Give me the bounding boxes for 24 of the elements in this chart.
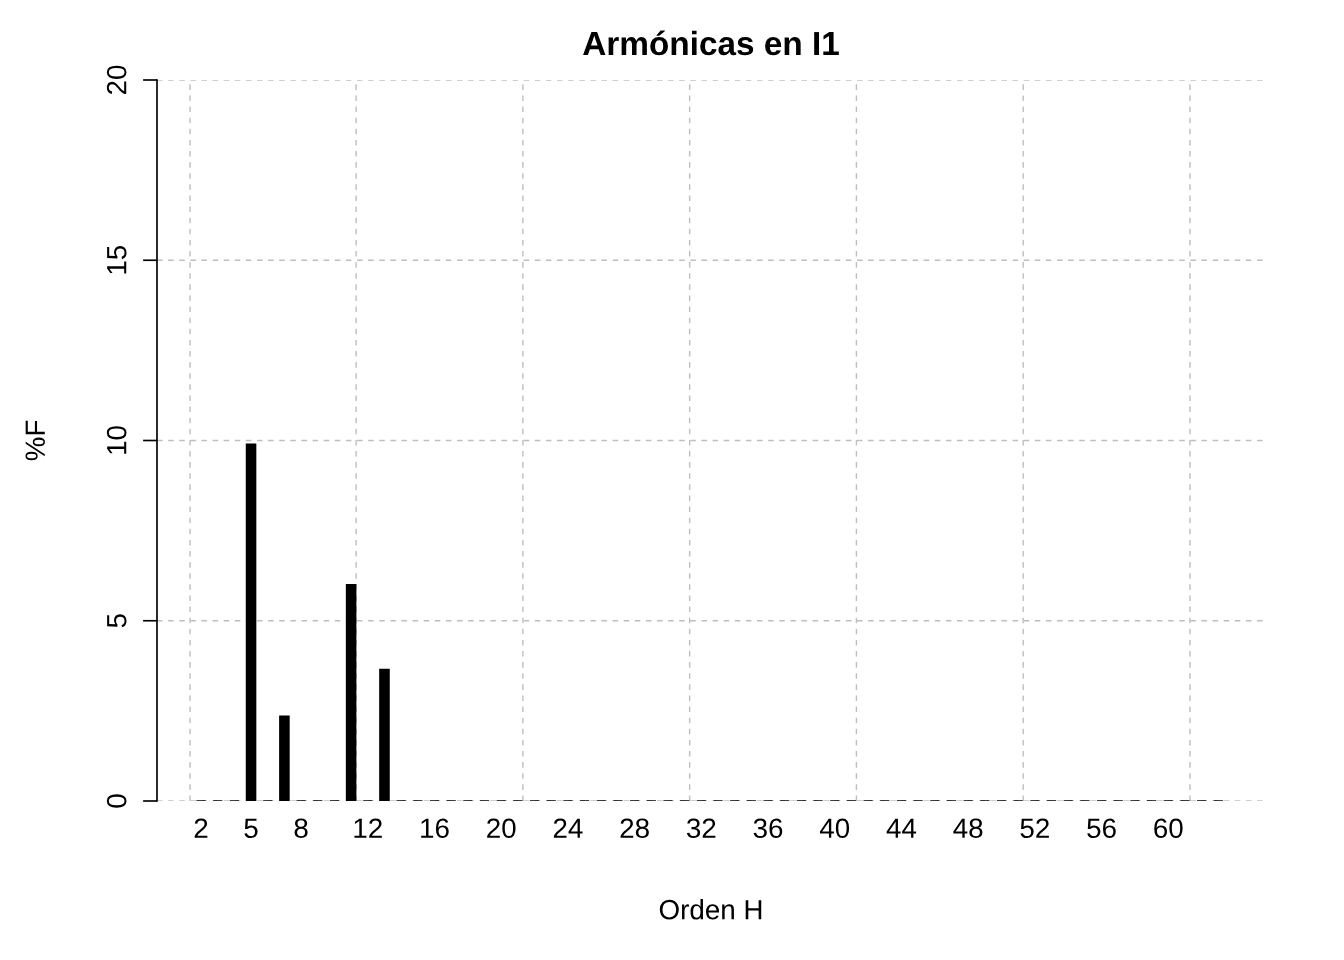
- x-tick-label: 2: [194, 818, 208, 838]
- y-tick-label: 5: [107, 614, 127, 628]
- y-tick-label: 0: [106, 794, 127, 808]
- x-tick-label: 40: [819, 818, 850, 839]
- x-tick-label: 32: [686, 818, 716, 839]
- y-tick-label: 15: [107, 245, 127, 274]
- x-tick-label: 24: [553, 818, 583, 838]
- x-tick-label: 5: [244, 818, 258, 839]
- x-tick-label: 48: [953, 818, 983, 839]
- y-tick-label: 10: [106, 426, 127, 454]
- y-axis-title: %F: [25, 420, 45, 461]
- x-tick-label: 44: [886, 818, 917, 838]
- x-tick-label: 20: [487, 818, 516, 839]
- x-tick-label: 12: [354, 818, 382, 838]
- x-tick-label: 28: [620, 818, 649, 839]
- x-tick-label: 60: [1154, 818, 1183, 839]
- x-tick-label: 36: [753, 818, 783, 839]
- y-tick-label: 20: [106, 65, 127, 95]
- x-tick-label: 8: [294, 818, 308, 839]
- chart-title: Armónicas en I1: [583, 30, 839, 56]
- x-tick-label: 52: [1020, 818, 1049, 839]
- x-axis-title: Orden H: [659, 899, 762, 920]
- x-tick-label: 56: [1087, 818, 1116, 839]
- x-tick-label: 16: [421, 818, 449, 839]
